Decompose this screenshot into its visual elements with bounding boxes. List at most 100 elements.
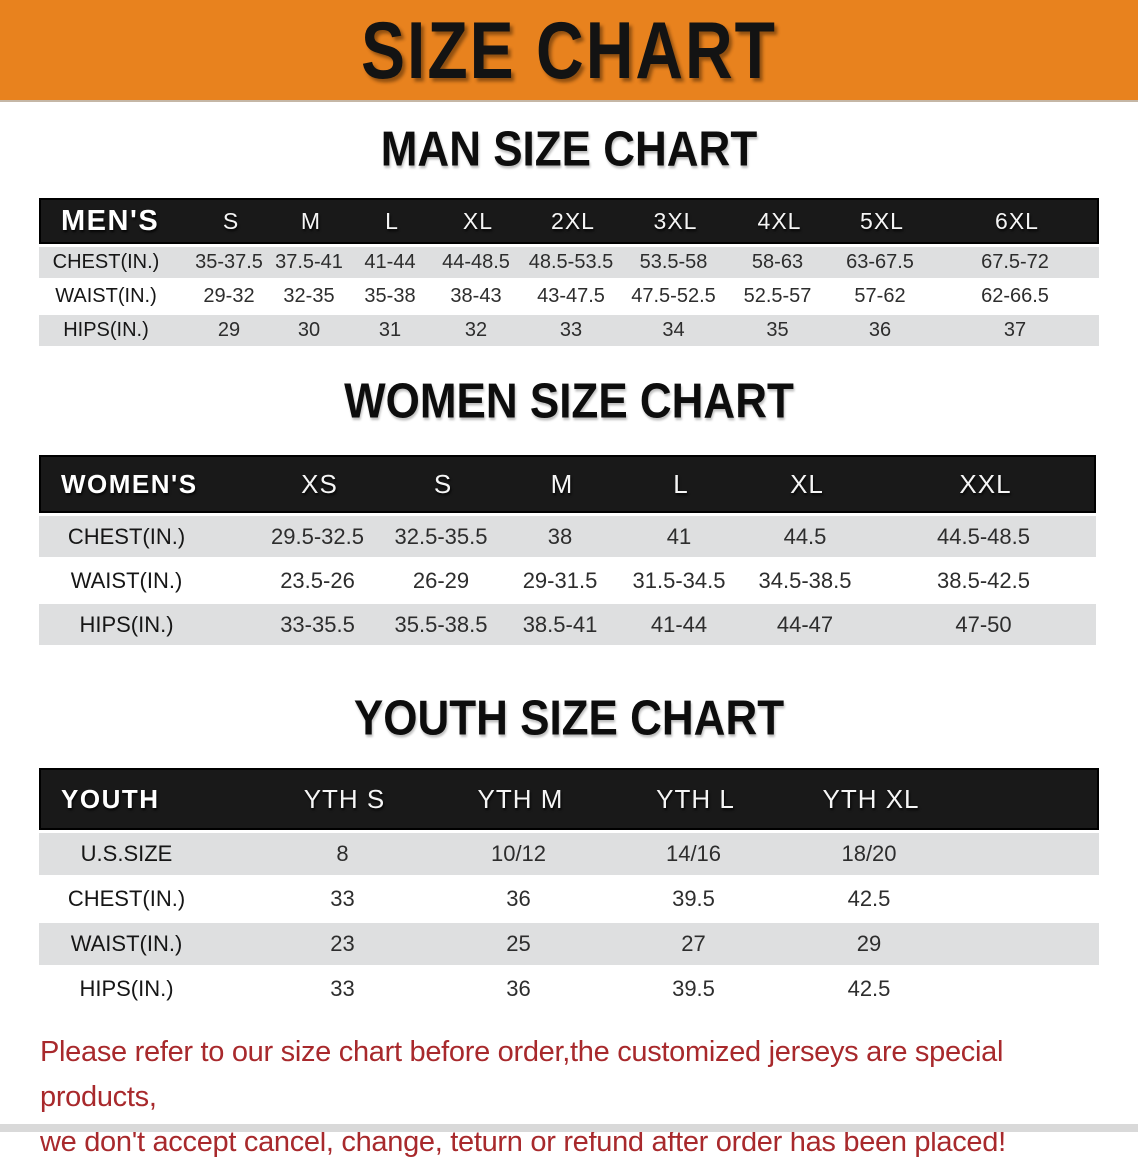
men-size-table: MEN'S S M L XL 2XL 3XL 4XL 5XL 6XL CHEST… bbox=[39, 198, 1099, 346]
size-value: 39.5 bbox=[672, 976, 715, 1001]
size-column-header: S bbox=[222, 207, 240, 234]
size-value: 32-35 bbox=[283, 285, 335, 307]
size-value: 29-31.5 bbox=[522, 567, 598, 593]
size-value: 35-38 bbox=[364, 285, 416, 307]
size-column-header: 4XL bbox=[757, 207, 802, 234]
size-column-header: S bbox=[433, 468, 453, 499]
men-waist-row: WAIST(IN.) 29-32 32-35 35-38 38-43 43-47… bbox=[39, 281, 1099, 312]
size-value: 41-44 bbox=[364, 251, 416, 273]
youth-hips-row: HIPS(IN.) 33 36 39.5 42.5 bbox=[39, 968, 1099, 1010]
size-value: 34 bbox=[662, 319, 685, 341]
size-column-header: XS bbox=[301, 468, 338, 499]
size-value: 25 bbox=[506, 931, 531, 956]
size-value: 23 bbox=[330, 931, 355, 956]
size-value: 52.5-57 bbox=[743, 285, 812, 307]
size-value: 62-66.5 bbox=[981, 285, 1049, 307]
size-chart-banner: SIZE CHART bbox=[0, 0, 1138, 100]
size-value: 47.5-52.5 bbox=[631, 285, 716, 307]
size-value: 33 bbox=[330, 976, 355, 1001]
size-column-header: 5XL bbox=[860, 207, 904, 234]
size-value: 42.5 bbox=[847, 886, 891, 911]
size-value: 44-48.5 bbox=[442, 251, 510, 273]
size-value: 47-50 bbox=[955, 611, 1012, 637]
measurement-label: WAIST(IN.) bbox=[55, 285, 157, 307]
heading-text: MAN SIZE CHART bbox=[380, 122, 758, 177]
size-value: 26-29 bbox=[412, 567, 470, 593]
men-table-title: MEN'S bbox=[61, 204, 160, 237]
size-column-header: 6XL bbox=[995, 207, 1039, 234]
youth-waist-row: WAIST(IN.) 23 25 27 29 bbox=[39, 923, 1099, 965]
men-hips-row: HIPS(IN.) 29 30 31 32 33 34 35 36 37 bbox=[39, 315, 1099, 346]
size-value: 36 bbox=[868, 319, 892, 341]
size-value: 23.5-26 bbox=[280, 567, 355, 593]
size-value: 53.5-58 bbox=[639, 251, 708, 273]
size-value: 63-67.5 bbox=[846, 251, 914, 273]
size-value: 38.5-42.5 bbox=[937, 567, 1030, 593]
women-waist-row: WAIST(IN.) 23.5-26 26-29 29-31.5 31.5-34… bbox=[39, 560, 1096, 601]
heading-text: WOMEN SIZE CHART bbox=[344, 374, 794, 429]
banner-title: SIZE CHART bbox=[361, 4, 777, 96]
measurement-label: WAIST(IN.) bbox=[70, 567, 183, 593]
size-value: 29.5-32.5 bbox=[271, 523, 364, 549]
size-value: 44.5-48.5 bbox=[937, 523, 1030, 549]
size-value: 43-47.5 bbox=[537, 285, 605, 307]
size-value: 31.5-34.5 bbox=[632, 567, 726, 593]
size-column-header: L bbox=[673, 468, 689, 499]
size-column-header: 2XL bbox=[551, 207, 595, 234]
youth-size-chart-heading: YOUTH SIZE CHART bbox=[0, 691, 1138, 746]
notice-line-1: Please refer to our size chart before or… bbox=[40, 1036, 1004, 1113]
size-value: 32 bbox=[464, 319, 488, 341]
size-column-header: YTH M bbox=[477, 783, 564, 814]
women-size-table: WOMEN'S XS S M L XL XXL CHEST(IN.) 29.5-… bbox=[39, 455, 1096, 645]
size-column-header: YTH S bbox=[303, 783, 386, 814]
bottom-edge-strip bbox=[0, 1124, 1138, 1132]
heading-text: YOUTH SIZE CHART bbox=[353, 691, 785, 746]
women-size-chart-heading: WOMEN SIZE CHART bbox=[0, 374, 1138, 429]
size-value: 35-37.5 bbox=[195, 251, 263, 273]
size-value: 38 bbox=[547, 523, 573, 549]
size-column-header: XXL bbox=[959, 468, 1012, 499]
size-value: 34.5-38.5 bbox=[758, 567, 852, 593]
size-value: 58-63 bbox=[751, 251, 804, 273]
size-value: 36 bbox=[506, 886, 531, 911]
size-value: 36 bbox=[506, 976, 531, 1001]
size-value: 44.5 bbox=[783, 523, 827, 549]
size-value: 67.5-72 bbox=[981, 251, 1049, 273]
women-table-header-row: WOMEN'S XS S M L XL XXL bbox=[39, 455, 1096, 513]
size-column-header: M bbox=[300, 207, 322, 234]
size-value: 42.5 bbox=[847, 976, 891, 1001]
size-value: 27 bbox=[681, 931, 706, 956]
size-column-header: L bbox=[385, 207, 399, 234]
measurement-label: HIPS(IN.) bbox=[79, 976, 174, 1001]
size-column-header: YTH XL bbox=[822, 783, 920, 814]
size-value: 29 bbox=[217, 319, 241, 341]
youth-ussize-row: U.S.SIZE 8 10/12 14/16 18/20 bbox=[39, 833, 1099, 875]
youth-size-table: YOUTH YTH S YTH M YTH L YTH XL U.S.SIZE … bbox=[39, 768, 1099, 1010]
size-value: 29-32 bbox=[203, 285, 255, 307]
size-value: 41-44 bbox=[650, 611, 708, 637]
size-value: 31 bbox=[378, 319, 402, 341]
size-value: 44-47 bbox=[776, 611, 834, 637]
size-value: 14/16 bbox=[665, 841, 722, 866]
measurement-label: HIPS(IN.) bbox=[79, 611, 174, 637]
size-value: 29 bbox=[856, 931, 882, 956]
size-value: 33 bbox=[330, 886, 355, 911]
size-value: 35 bbox=[766, 319, 789, 341]
order-notice: Please refer to our size chart before or… bbox=[40, 1030, 1108, 1165]
size-value: 39.5 bbox=[672, 886, 715, 911]
size-value: 35.5-38.5 bbox=[394, 611, 488, 637]
youth-table-header-row: YOUTH YTH S YTH M YTH L YTH XL bbox=[39, 768, 1099, 830]
size-value: 37 bbox=[1003, 319, 1027, 341]
size-value: 48.5-53.5 bbox=[528, 251, 614, 273]
size-column-header: XL bbox=[790, 468, 824, 499]
size-value: 33 bbox=[559, 319, 583, 341]
size-value: 30 bbox=[297, 319, 321, 341]
measurement-label: U.S.SIZE bbox=[80, 841, 173, 866]
size-column-header: M bbox=[550, 468, 574, 499]
man-size-chart-heading: MAN SIZE CHART bbox=[0, 122, 1138, 177]
youth-chest-row: CHEST(IN.) 33 36 39.5 42.5 bbox=[39, 878, 1099, 920]
size-value: 41 bbox=[666, 523, 692, 549]
size-column-header: YTH L bbox=[656, 783, 735, 814]
size-value: 37.5-41 bbox=[275, 251, 343, 273]
size-column-header: XL bbox=[462, 207, 494, 234]
